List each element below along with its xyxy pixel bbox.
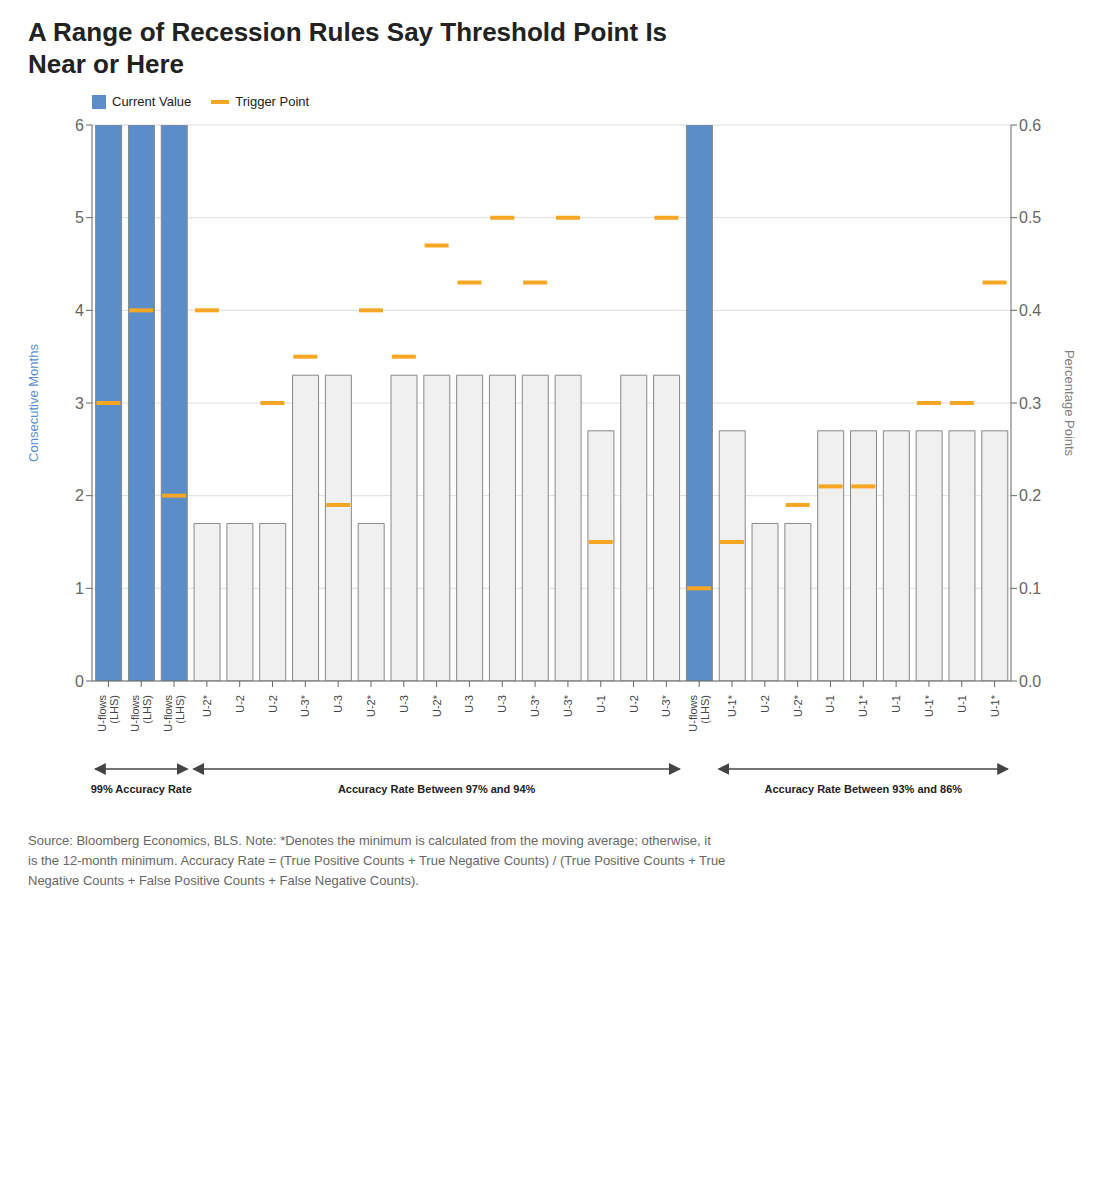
svg-text:U-2*: U-2* [431,694,443,717]
svg-text:U-2: U-2 [759,695,771,713]
svg-text:U-1: U-1 [956,695,968,713]
svg-text:U-3*: U-3* [299,694,311,717]
svg-text:1: 1 [75,580,84,597]
svg-text:U-3*: U-3* [562,694,574,717]
svg-text:U-3: U-3 [496,695,508,713]
svg-text:U-1*: U-1* [857,694,869,717]
svg-text:0.2: 0.2 [1019,487,1041,504]
svg-text:U-3: U-3 [398,695,410,713]
svg-text:U-2*: U-2* [201,694,213,717]
html-text:A Range of Recession Rules Say: A Range of Recession Rules Say Threshold… [28,17,668,47]
svg-text:4: 4 [75,302,84,319]
html-text:Current Value: Current Value [112,94,192,109]
svg-text:U-1*: U-1* [923,694,935,717]
html-text:Trigger Point: Trigger Point [235,94,310,109]
svg-text:5: 5 [75,209,84,226]
svg-text:U-1*: U-1* [989,694,1001,717]
svg-text:Percentage Points: Percentage Points [1062,350,1077,457]
svg-text:U-3*: U-3* [529,694,541,717]
svg-text:2: 2 [75,487,84,504]
svg-text:U-1: U-1 [595,695,607,713]
svg-text:0.5: 0.5 [1019,209,1041,226]
svg-text:U-flows(LHS): U-flows(LHS) [96,695,120,732]
svg-text:U-3: U-3 [332,695,344,713]
svg-text:U-flows(LHS): U-flows(LHS) [162,695,186,732]
svg-text:U-2*: U-2* [365,694,377,717]
svg-text:0.0: 0.0 [1019,673,1041,690]
svg-text:U-2: U-2 [267,695,279,713]
svg-text:6: 6 [75,117,84,134]
svg-text:U-2: U-2 [234,695,246,713]
svg-text:U-1: U-1 [824,695,836,713]
svg-text:0: 0 [75,673,84,690]
svg-text:0.1: 0.1 [1019,580,1041,597]
html-text:Source: Bloomberg Economics, B: Source: Bloomberg Economics, BLS. Note: … [28,833,726,888]
svg-text:U-2*: U-2* [792,694,804,717]
svg-text:U-3: U-3 [463,695,475,713]
html-text:Near or Here: Near or Here [28,49,185,79]
svg-text:3: 3 [75,395,84,412]
svg-text:99% Accuracy Rate: 99% Accuracy Rate [91,783,192,795]
svg-text:Consecutive Months: Consecutive Months [26,344,41,462]
svg-text:U-2: U-2 [628,695,640,713]
svg-text:U-1*: U-1* [726,694,738,717]
svg-text:0.3: 0.3 [1019,395,1041,412]
svg-text:U-flows(LHS): U-flows(LHS) [129,695,153,732]
svg-text:U-1: U-1 [890,695,902,713]
svg-text:0.6: 0.6 [1019,117,1041,134]
svg-text:U-flows(LHS): U-flows(LHS) [687,695,711,732]
svg-text:Accuracy Rate Between 93% and: Accuracy Rate Between 93% and 86% [765,783,963,795]
svg-text:Accuracy Rate Between 97% and: Accuracy Rate Between 97% and 94% [338,783,536,795]
svg-text:U-3*: U-3* [660,694,672,717]
svg-text:0.4: 0.4 [1019,302,1041,319]
